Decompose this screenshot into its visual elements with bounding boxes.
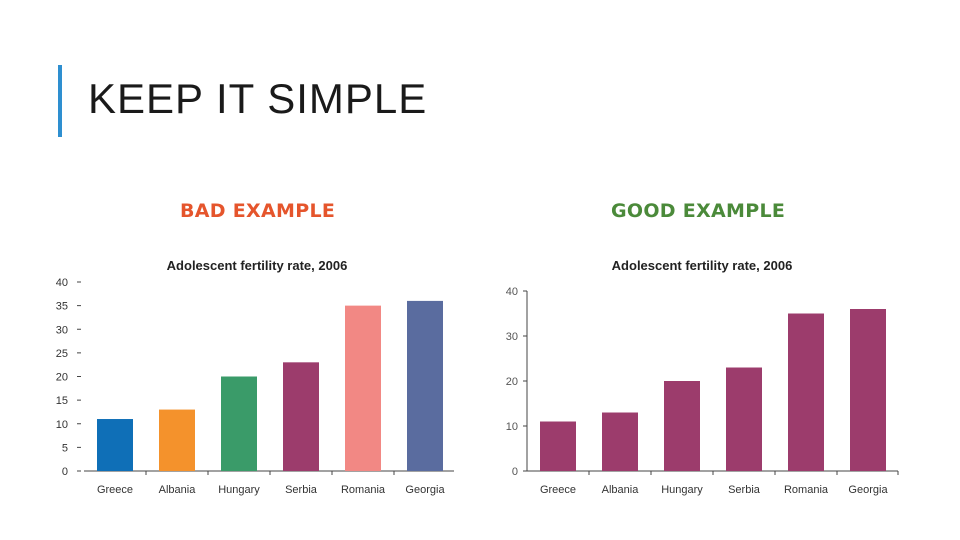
good-bar-hungary	[664, 381, 700, 471]
good-category-label: Hungary	[661, 484, 703, 496]
bad-y-tick-label: 0	[62, 466, 68, 478]
bad-y-tick-label: 40	[56, 277, 68, 289]
good-bar-greece	[540, 421, 576, 471]
bad-category-label: Greece	[97, 484, 133, 496]
good-bar-georgia	[850, 309, 886, 471]
good-category-label: Georgia	[848, 484, 888, 496]
bad-y-tick-label: 30	[56, 324, 68, 336]
good-category-label: Romania	[784, 484, 829, 496]
bad-bar-hungary	[221, 376, 257, 471]
bad-category-label: Serbia	[285, 484, 318, 496]
bad-y-tick-label: 25	[56, 348, 68, 360]
bad-category-label: Hungary	[218, 484, 260, 496]
bad-y-tick-label: 5	[62, 442, 68, 454]
good-category-label: Albania	[602, 484, 640, 496]
bad-bar-georgia	[407, 300, 443, 471]
good-y-tick-label: 20	[506, 376, 518, 388]
bad-y-tick-label: 20	[56, 372, 68, 384]
good-chart-title: Adolescent fertility rate, 2006	[612, 258, 793, 273]
bad-y-tick-label: 35	[56, 301, 68, 313]
good-bar-albania	[602, 412, 638, 471]
good-example-label: GOOD EXAMPLE	[611, 200, 786, 222]
bad-example-label: BAD EXAMPLE	[180, 200, 336, 222]
bad-category-label: Georgia	[405, 484, 445, 496]
title-accent-bar	[58, 65, 62, 137]
slide-title: KEEP IT SIMPLE	[88, 75, 428, 122]
bad-bar-albania	[159, 409, 195, 471]
bad-bar-romania	[345, 305, 381, 471]
good-y-tick-label: 0	[512, 466, 518, 478]
good-bar-serbia	[726, 367, 762, 471]
good-category-label: Greece	[540, 484, 576, 496]
bad-y-tick-label: 10	[56, 419, 68, 431]
bad-y-tick-label: 15	[56, 395, 68, 407]
good-category-label: Serbia	[728, 484, 761, 496]
good-y-tick-label: 10	[506, 421, 518, 433]
bad-category-label: Romania	[341, 484, 386, 496]
good-bar-romania	[788, 313, 824, 471]
bad-chart-title: Adolescent fertility rate, 2006	[167, 258, 348, 273]
bad-bar-serbia	[283, 362, 319, 471]
bad-category-label: Albania	[159, 484, 197, 496]
good-y-tick-label: 40	[506, 286, 518, 298]
good-y-tick-label: 30	[506, 331, 518, 343]
bad-bar-greece	[97, 419, 133, 471]
